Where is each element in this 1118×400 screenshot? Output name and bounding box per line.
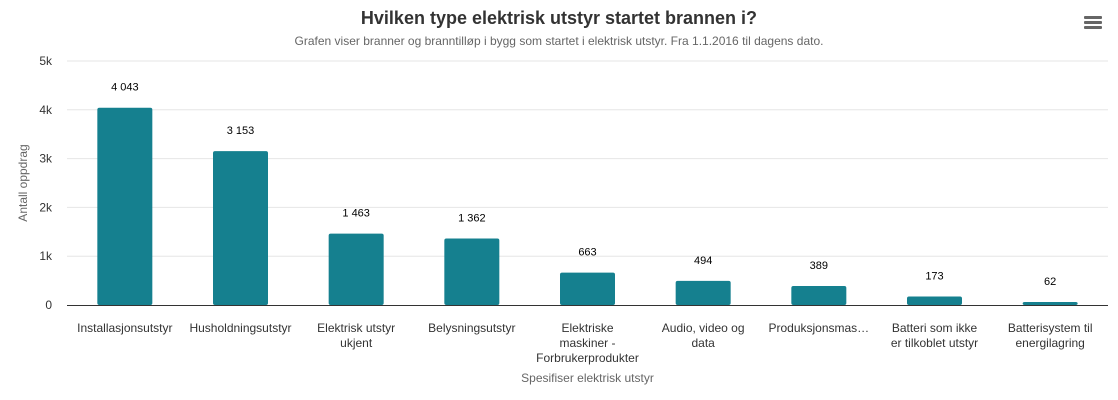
x-tick-label: Batteri som ikke er tilkoblet utstyr (891, 321, 978, 350)
x-tick-label: Audio, video og data (662, 321, 745, 350)
x-tick-label: Produksjonsmas… (768, 321, 869, 335)
data-label: 1 362 (458, 213, 486, 225)
data-label: 4 043 (111, 82, 139, 94)
bar[interactable] (675, 280, 731, 305)
bar[interactable] (1022, 301, 1078, 305)
y-tick-label: 0 (45, 298, 52, 312)
bar[interactable] (97, 107, 153, 305)
bar[interactable] (328, 233, 384, 305)
data-label: 494 (694, 255, 712, 267)
data-label: 3 153 (227, 125, 255, 137)
hamburger-menu-icon[interactable] (1084, 16, 1102, 32)
data-label: 173 (925, 271, 943, 283)
bar[interactable] (907, 296, 962, 305)
x-tick-label: Belysningsutstyr (428, 321, 515, 335)
y-axis-title: Antall oppdrag (16, 144, 30, 221)
data-label: 663 (578, 247, 596, 259)
y-tick-label: 1k (39, 249, 53, 263)
x-tick-label: Elektriske maskiner -Forbrukerprodukter (536, 321, 639, 365)
x-tick-label: Batterisystem til energilagring (1008, 321, 1093, 350)
x-tick-label: Installasjonsutstyr (77, 321, 172, 335)
bar[interactable] (791, 286, 847, 305)
menu-line (1084, 16, 1102, 19)
data-label: 389 (810, 260, 828, 272)
x-tick-label: Elektrisk utstyr ukjent (317, 321, 395, 350)
x-tick-label: Husholdningsutstyr (189, 321, 291, 335)
bar[interactable] (213, 151, 268, 305)
chart-subtitle: Grafen viser branner og branntilløp i by… (294, 34, 824, 48)
menu-line (1084, 21, 1102, 24)
data-label: 62 (1044, 276, 1056, 288)
chart-title: Hvilken type elektrisk utstyr startet br… (360, 8, 758, 28)
menu-line (1084, 26, 1102, 29)
y-tick-label: 3k (39, 152, 53, 166)
y-tick-label: 5k (39, 54, 53, 68)
x-axis-title: Spesifiser elektrisk utstyr (521, 371, 654, 385)
y-tick-label: 4k (39, 103, 53, 117)
y-tick-label: 2k (39, 200, 53, 214)
data-label: 1 463 (342, 208, 370, 220)
bar[interactable] (560, 272, 615, 305)
bar[interactable] (444, 238, 500, 305)
